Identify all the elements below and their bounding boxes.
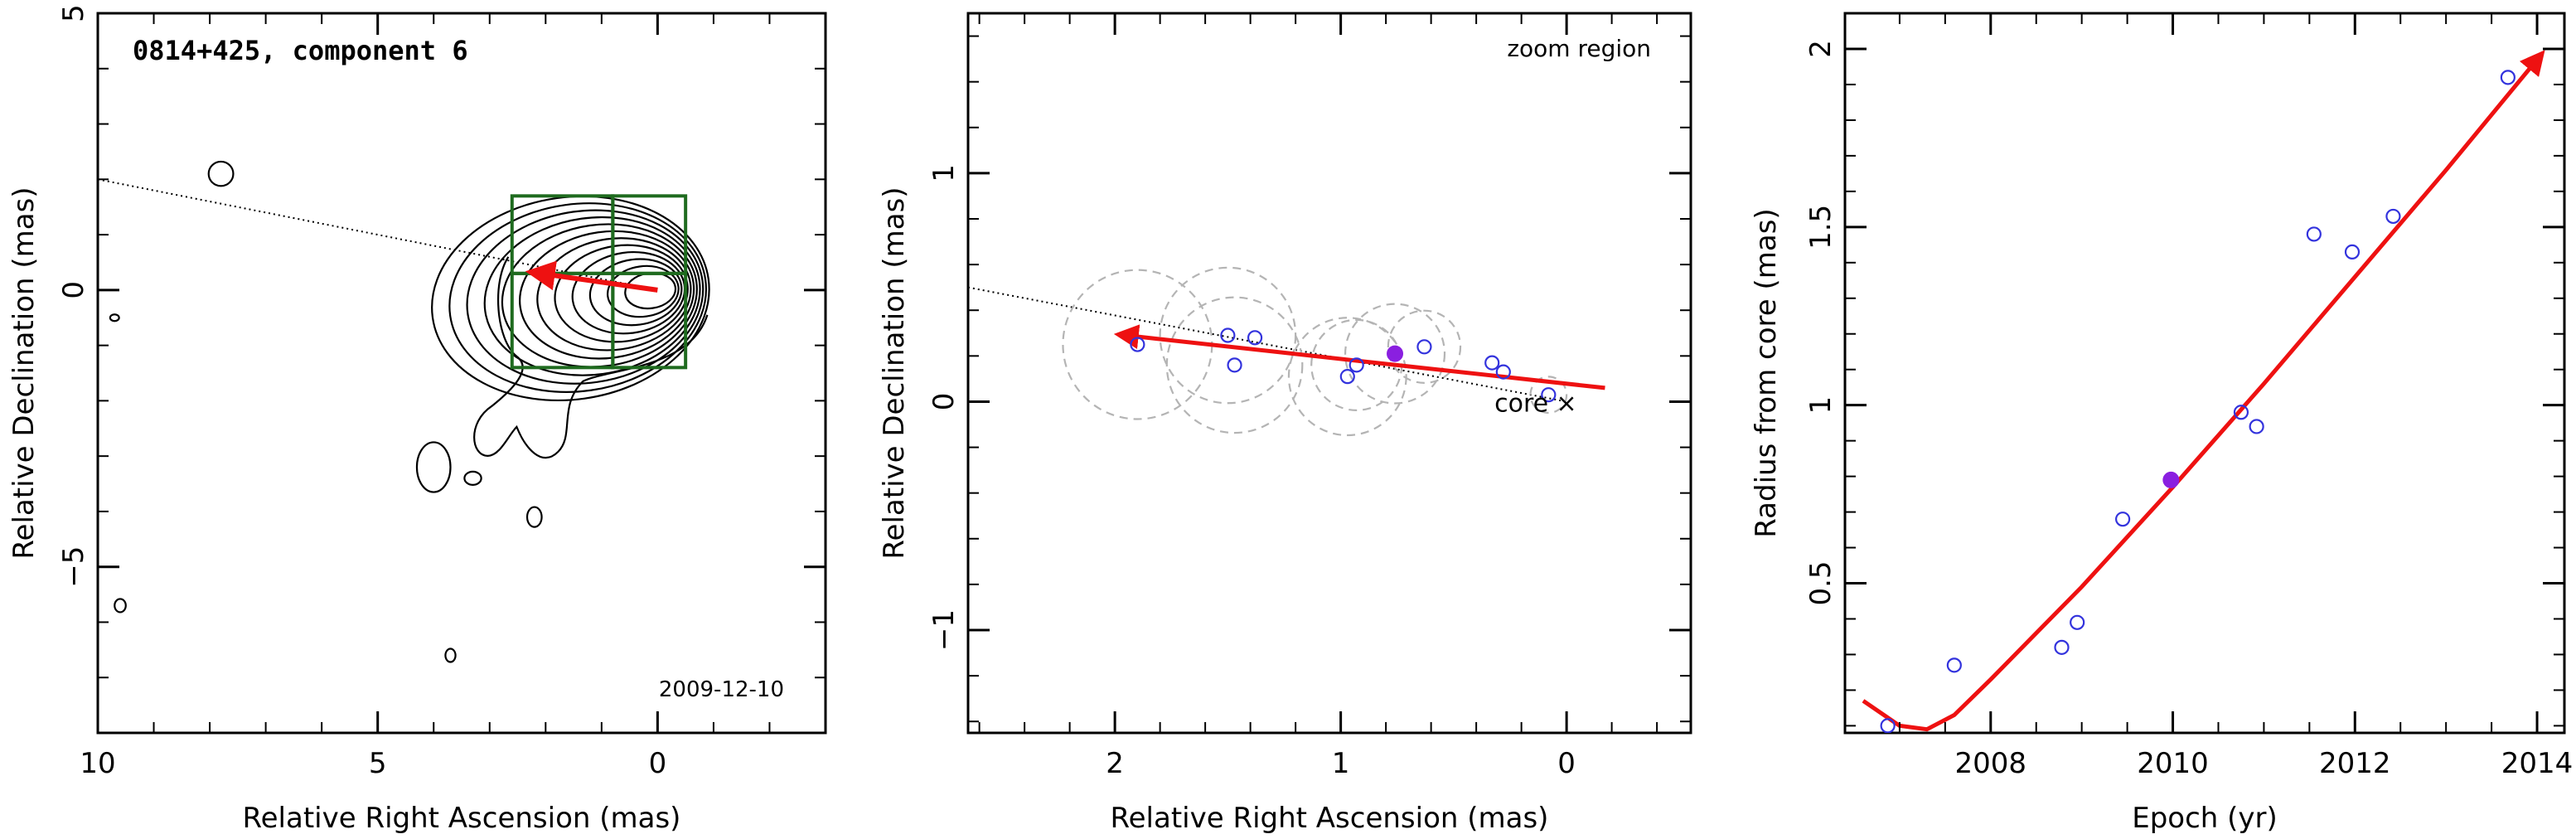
x-tick-label: 2008: [1955, 747, 2027, 780]
contour: [109, 313, 120, 323]
plot-frame: [96, 12, 827, 735]
zoom-box: [611, 194, 688, 275]
axis-ticks: 10 5 0 −5 0 5: [57, 4, 826, 780]
component-marker: [1349, 357, 1364, 373]
x-tick-label: 2010: [2137, 747, 2209, 780]
x-tick-label: 2012: [2319, 747, 2391, 780]
component-marker: [1220, 327, 1236, 343]
contour: [114, 598, 127, 613]
data-point: [1946, 657, 1962, 673]
panel-radius-vs-epoch: 2008 2010 2012 2014 0.5 1 1.5 2 Epoch (yr) Radi…: [1750, 12, 2573, 835]
data-point: [2070, 614, 2085, 630]
data-point: [2249, 419, 2264, 434]
data-point: [2385, 208, 2401, 225]
component-marker: [1227, 357, 1242, 373]
plot-content: [1862, 50, 2545, 733]
contour: [415, 441, 452, 493]
data-point: [2115, 512, 2131, 527]
x-tick-label: 5: [369, 747, 387, 780]
component-size-circle: [1165, 296, 1304, 434]
panel-contour-map: 10 5 0 −5 0 5 0814+425, component 6 2009-12-1…: [7, 4, 827, 835]
contour: [525, 506, 543, 528]
component-marker: [1416, 339, 1432, 355]
motion-arrow: [1113, 324, 1605, 390]
component-size-circle: [1287, 317, 1407, 437]
component-marker: [1484, 355, 1500, 371]
contour: [483, 216, 701, 376]
y-axis-label: Relative Declination (mas): [7, 187, 41, 559]
contour: [207, 160, 235, 187]
core-label: core: [1494, 389, 1548, 418]
x-tick-label: 1: [1332, 747, 1350, 780]
y-tick-label: 2: [1804, 40, 1838, 58]
component-size-circle: [1159, 266, 1297, 405]
axis-ticks: 2008 2010 2012 2014 0.5 1 1.5 2: [1804, 13, 2573, 780]
y-tick-label: 0: [57, 281, 90, 299]
x-axis-label: Epoch (yr): [2132, 802, 2278, 835]
component-size-circle: [1387, 309, 1462, 385]
plot-content: [967, 266, 1605, 437]
component-size-circle: [1529, 376, 1568, 415]
contour: [431, 195, 710, 402]
contour: [554, 244, 689, 343]
x-axis-label: Relative Right Ascension (mas): [1111, 802, 1549, 835]
core-cross: ×: [1557, 389, 1577, 418]
data-point: [2344, 244, 2361, 260]
contour: [536, 237, 692, 352]
contour: [463, 470, 482, 486]
data-point: [2233, 405, 2249, 420]
data-point: [2054, 639, 2070, 655]
y-tick-label: −5: [57, 546, 90, 588]
axis-ticks: 2 1 0 −1 0 1: [927, 13, 1691, 780]
x-tick-label: 0: [1557, 747, 1576, 780]
jet-axis-line: [97, 178, 658, 291]
panel-zoom-region: 2 1 0 −1 0 1 zoom region core × Relative Righ…: [878, 12, 1692, 835]
component-marker: [1130, 337, 1145, 352]
component-size-circle: [1062, 269, 1213, 420]
contour: [466, 209, 705, 385]
x-axis-label: Relative Right Ascension (mas): [243, 802, 681, 835]
panel-title: 0814+425, component 6: [133, 35, 468, 66]
contour: [444, 647, 457, 663]
core-marker: core ×: [1494, 389, 1577, 418]
data-point: [2500, 70, 2515, 85]
plot-frame: [1843, 12, 2566, 735]
component-marker: [1339, 369, 1355, 385]
plot-content: [97, 160, 710, 663]
zoom-region-label: zoom region: [1507, 35, 1651, 62]
contour: [588, 258, 683, 327]
y-tick-label: 0.5: [1804, 560, 1838, 605]
contour: [519, 230, 695, 360]
highlighted-component: [1387, 345, 1404, 362]
y-tick-label: 1: [927, 164, 961, 182]
y-tick-label: −1: [927, 609, 961, 651]
y-axis-label: Relative Declination (mas): [878, 187, 911, 559]
y-tick-label: 5: [57, 4, 90, 22]
data-point: [1880, 718, 1896, 733]
component-marker: [1247, 330, 1263, 346]
highlighted-point: [2162, 471, 2180, 488]
component-marker: [1495, 364, 1511, 380]
x-tick-label: 2014: [2501, 747, 2574, 780]
x-tick-label: 2: [1106, 747, 1124, 780]
motion-arrow: [525, 260, 658, 293]
contour: [501, 223, 698, 368]
y-axis-label: Radius from core (mas): [1750, 208, 1783, 537]
plot-frame: [966, 12, 1692, 735]
jet-axis-line: [967, 286, 1567, 403]
component-marker: [1541, 387, 1557, 403]
component-size-circle: [1344, 303, 1446, 405]
contour: [448, 202, 708, 393]
y-tick-label: 1.5: [1804, 205, 1838, 250]
y-tick-label: 1: [1804, 396, 1838, 415]
contour: [606, 264, 680, 318]
y-tick-label: 0: [927, 393, 961, 411]
epoch-label: 2009-12-10: [659, 677, 784, 702]
x-tick-label: 0: [649, 747, 667, 780]
data-point: [2306, 226, 2322, 242]
fit-curve: [1862, 50, 2545, 732]
x-tick-label: 10: [80, 747, 115, 780]
